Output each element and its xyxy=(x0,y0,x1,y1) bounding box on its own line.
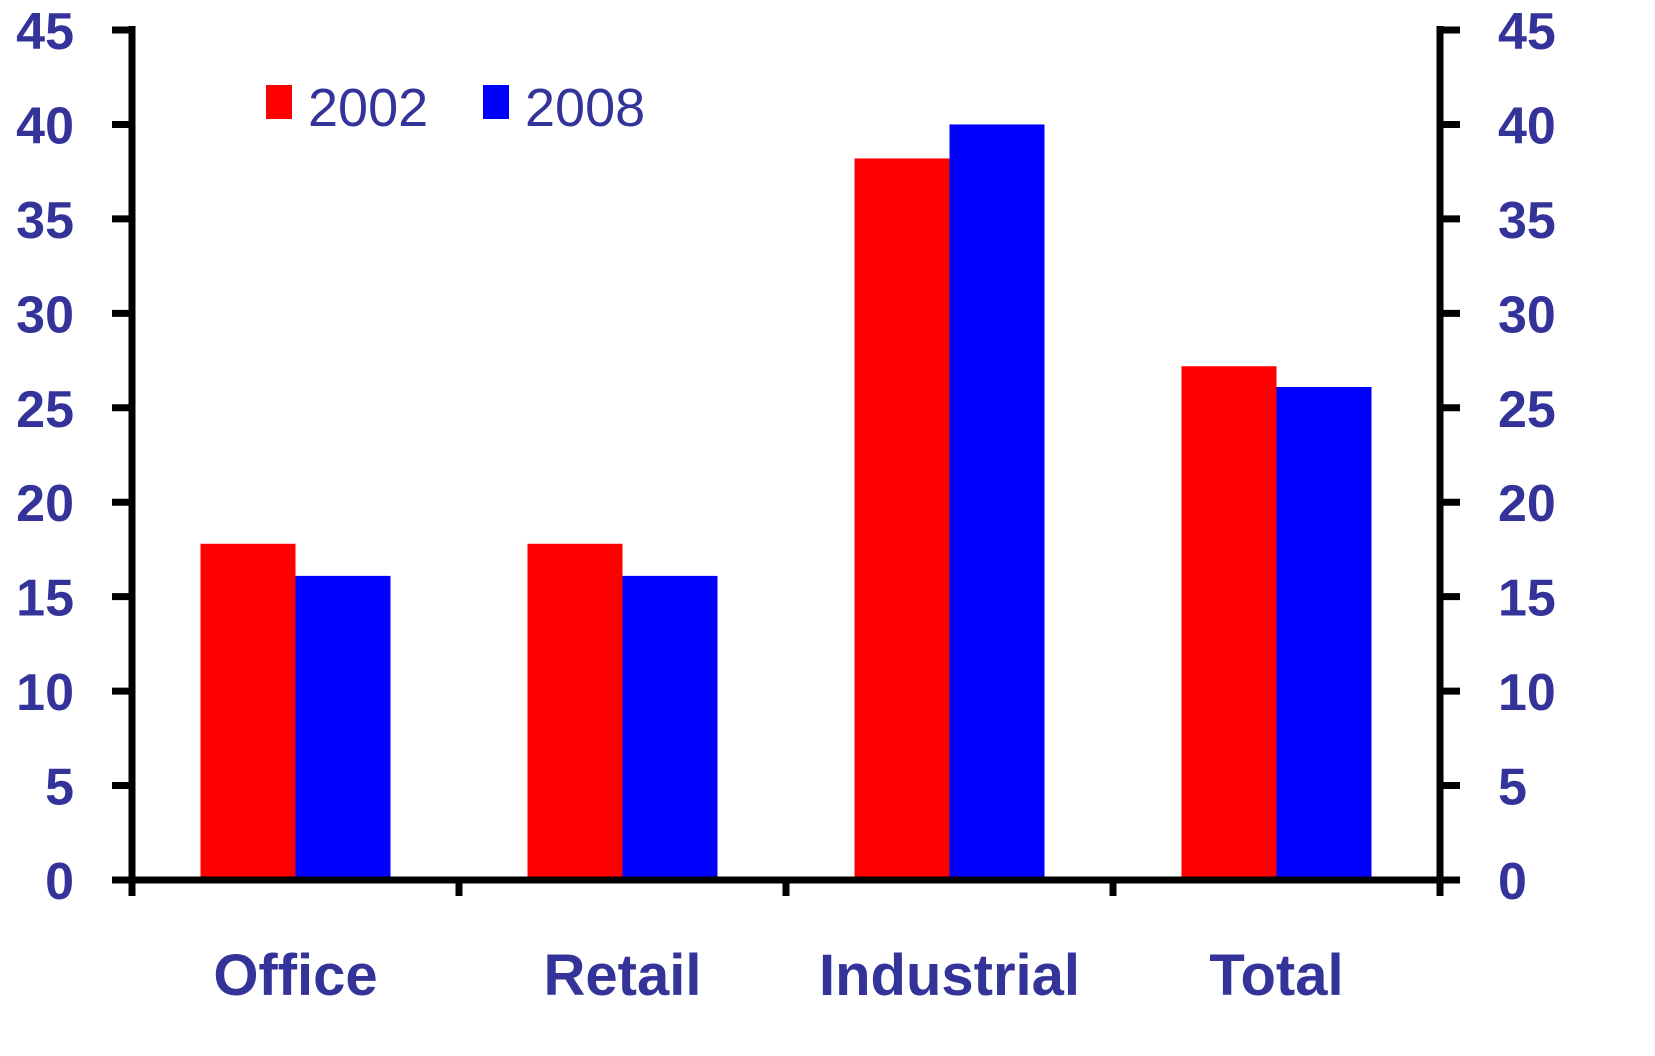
right-y-tick-label: 20 xyxy=(1498,475,1556,533)
bars-layer xyxy=(200,124,1372,880)
left-y-tick-label: 10 xyxy=(16,664,74,722)
right-y-tick-label: 35 xyxy=(1498,192,1556,250)
left-y-tick-label: 0 xyxy=(45,853,74,911)
left-y-tick-label: 20 xyxy=(16,475,74,533)
bar-2008-total xyxy=(1276,387,1372,880)
left-y-tick-label: 25 xyxy=(16,381,74,439)
right-y-tick-label: 30 xyxy=(1498,286,1556,344)
left-y-tick-label: 15 xyxy=(16,570,74,628)
legend: 2002 2008 xyxy=(266,78,645,138)
category-label-retail: Retail xyxy=(544,943,702,1008)
category-label-office: Office xyxy=(213,943,377,1008)
right-y-tick-label: 25 xyxy=(1498,381,1556,439)
labels-layer: Office Retail Industrial Total 0 5 10 15 20 25 30 3… xyxy=(16,3,1556,1008)
left-y-tick-label: 45 xyxy=(16,3,74,61)
left-y-tick-label: 40 xyxy=(16,97,74,155)
legend-swatch-2008 xyxy=(483,85,509,119)
bar-2008-retail xyxy=(622,575,718,880)
left-y-tick-label: 30 xyxy=(16,286,74,344)
legend-swatch-2002 xyxy=(266,85,292,119)
left-y-tick-label: 35 xyxy=(16,192,74,250)
right-y-tick-label: 5 xyxy=(1498,759,1527,817)
bar-2002-retail xyxy=(527,543,623,880)
bar-2008-industrial xyxy=(949,124,1045,880)
right-y-tick-label: 15 xyxy=(1498,570,1556,628)
bar-2002-industrial xyxy=(854,158,950,880)
ticks-layer xyxy=(112,26,1460,896)
right-y-tick-label: 40 xyxy=(1498,97,1556,155)
right-y-tick-label: 45 xyxy=(1498,3,1556,61)
category-label-total: Total xyxy=(1209,943,1343,1008)
bar-2008-office xyxy=(295,575,391,880)
legend-label-2008: 2008 xyxy=(525,78,645,138)
right-y-tick-label: 10 xyxy=(1498,664,1556,722)
category-label-industrial: Industrial xyxy=(819,943,1080,1008)
bar-2002-office xyxy=(200,543,296,880)
right-y-tick-label: 0 xyxy=(1498,853,1527,911)
legend-label-2002: 2002 xyxy=(308,78,428,138)
left-y-tick-label: 5 xyxy=(45,759,74,817)
bar-2002-total xyxy=(1181,366,1277,880)
